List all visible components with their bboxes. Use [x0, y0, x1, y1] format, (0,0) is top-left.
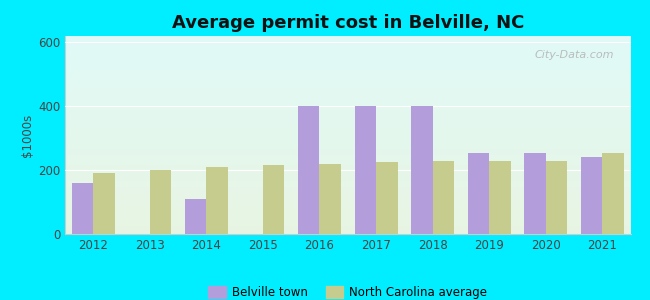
Bar	[72, 183, 94, 234]
Bar	[94, 173, 115, 234]
Bar	[524, 153, 546, 234]
Bar	[602, 153, 624, 234]
Bar	[207, 167, 228, 234]
Y-axis label: $1000s: $1000s	[21, 113, 34, 157]
Bar	[263, 165, 285, 234]
Bar	[320, 164, 341, 234]
Bar	[545, 161, 567, 234]
Title: Average permit cost in Belville, NC: Average permit cost in Belville, NC	[172, 14, 524, 32]
Bar	[150, 170, 172, 234]
Legend: Belville town, North Carolina average: Belville town, North Carolina average	[203, 281, 492, 300]
Bar	[354, 106, 376, 234]
Bar	[185, 199, 207, 234]
Bar	[433, 161, 454, 234]
Bar	[376, 162, 398, 234]
Text: City-Data.com: City-Data.com	[534, 50, 614, 60]
Bar	[489, 161, 511, 234]
Bar	[467, 153, 489, 234]
Bar	[298, 106, 319, 234]
Bar	[580, 158, 603, 234]
Bar	[411, 106, 433, 234]
